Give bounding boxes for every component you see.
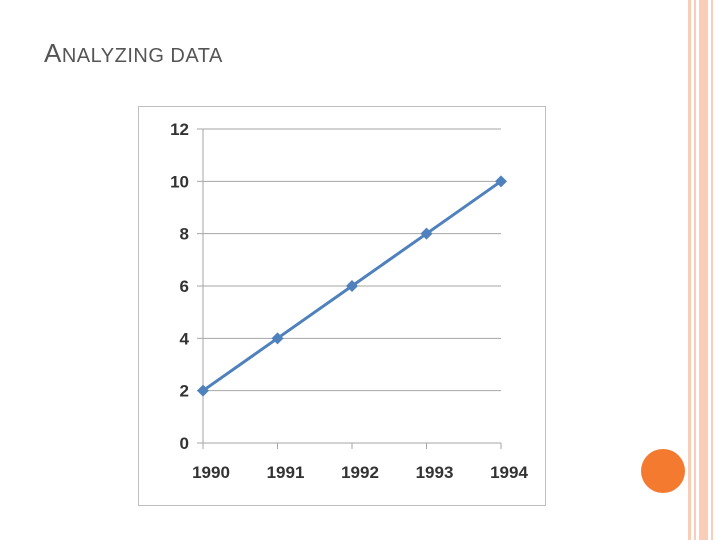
y-tick-label: 8 bbox=[180, 225, 189, 244]
data-point-marker bbox=[197, 384, 209, 397]
data-point-marker bbox=[346, 280, 358, 292]
right-stripe-3 bbox=[699, 0, 708, 540]
right-stripe-1 bbox=[688, 0, 691, 540]
x-tick-label: 1992 bbox=[341, 463, 379, 482]
x-tick-label: 1993 bbox=[416, 463, 454, 482]
accent-circle bbox=[641, 449, 685, 493]
data-point-marker bbox=[495, 175, 507, 188]
data-point-marker bbox=[420, 227, 433, 240]
slide-title-initial: A bbox=[44, 38, 62, 68]
y-tick-label: 0 bbox=[180, 434, 189, 453]
y-tick-label: 6 bbox=[180, 277, 189, 296]
y-tick-label: 10 bbox=[170, 172, 189, 191]
slide-title-rest: NALYZING DATA bbox=[61, 45, 223, 67]
y-tick-label: 12 bbox=[170, 120, 189, 139]
data-point-marker bbox=[271, 332, 284, 345]
line-chart: 0 2 4 6 8 10 12 1990 1991 1992 1993 1994 bbox=[170, 120, 528, 482]
x-tick-label: 1991 bbox=[267, 463, 305, 482]
chart-frame: 0 2 4 6 8 10 12 1990 1991 1992 1993 1994 bbox=[138, 106, 546, 506]
y-tick-label: 4 bbox=[180, 329, 190, 348]
y-tick-label: 2 bbox=[180, 382, 189, 401]
slide-title: ANALYZING DATA bbox=[44, 38, 223, 69]
right-stripe-4 bbox=[711, 0, 713, 540]
right-stripe-2 bbox=[694, 0, 696, 540]
x-tick-label: 1990 bbox=[192, 463, 230, 482]
x-tick-label: 1994 bbox=[490, 463, 528, 482]
